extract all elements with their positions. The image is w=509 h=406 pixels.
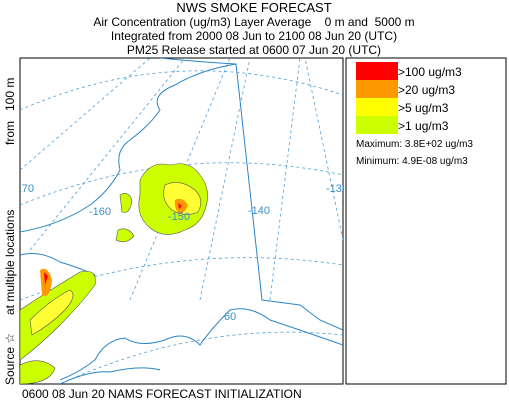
legend-swatch xyxy=(356,62,398,80)
legend-label: >100 ug/m3 xyxy=(398,65,462,79)
legend-label: >5 ug/m3 xyxy=(398,101,449,115)
side-label-text: Source ☆ xyxy=(3,333,17,385)
subtitle: Integrated from 2000 08 Jun to 2100 08 J… xyxy=(111,29,397,43)
subtitle: PM25 Release started at 0600 07 Jun 20 (… xyxy=(127,43,381,57)
minimum: Minimum: 4.9E-08 ug/m3 xyxy=(356,156,468,167)
lon-label: -130 xyxy=(326,183,348,195)
map: -170 -160 -150 -140 -130 60 xyxy=(12,57,348,385)
lon-label: -160 xyxy=(89,206,111,218)
maximum: Maximum: 3.8E+02 ug/m3 xyxy=(356,139,473,150)
legend: >100 ug/m3 >20 ug/m3 >5 ug/m3 >1 ug/m3 M… xyxy=(345,57,507,385)
legend-label: >20 ug/m3 xyxy=(398,83,455,97)
legend-swatch xyxy=(356,80,398,98)
side-label-text: at multiple locations xyxy=(3,210,17,315)
footer: 0600 08 Jun 20 NAMS FORECAST INITIALIZAT… xyxy=(22,387,302,401)
lon-label: -140 xyxy=(248,205,270,217)
side-label: Source ☆ at multiple locations from 100 … xyxy=(3,78,17,385)
lon-label: -170 xyxy=(12,183,34,195)
lat-label: 60 xyxy=(224,311,236,323)
subtitle: Air Concentration (ug/m3) Layer Average … xyxy=(93,15,414,29)
smoke-plume xyxy=(20,163,208,384)
legend-swatch xyxy=(356,116,398,134)
title: NWS SMOKE FORECAST xyxy=(176,0,331,15)
legend-swatch xyxy=(356,98,398,116)
lon-label: -150 xyxy=(168,211,190,223)
legend-label: >1 ug/m3 xyxy=(398,119,449,133)
side-label-text: from 100 m xyxy=(3,78,17,145)
